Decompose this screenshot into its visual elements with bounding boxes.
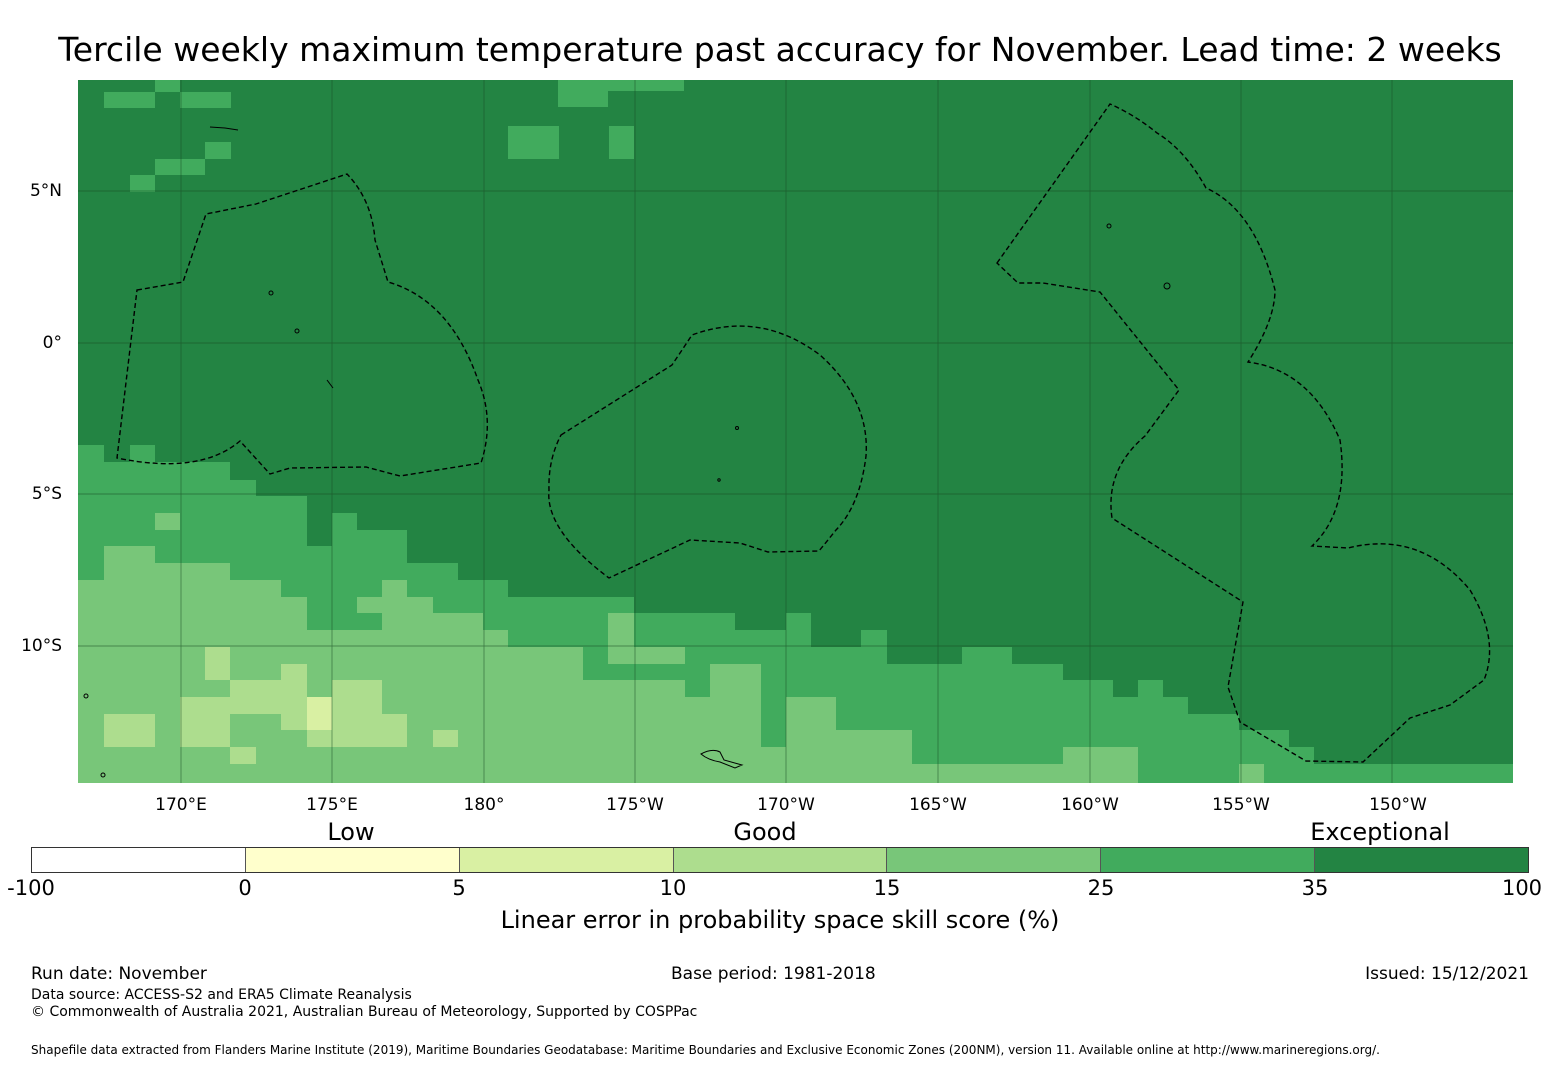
colorbar-segment <box>245 848 460 872</box>
colorbar-segment <box>887 848 1102 872</box>
colorbar-tick: 0 <box>238 876 252 900</box>
skill-score-map <box>78 80 1513 783</box>
lon-label: 170°E <box>155 795 207 815</box>
skill-patch <box>609 126 634 159</box>
skill-patch <box>180 92 231 108</box>
map-title: Tercile weekly maximum temperature past … <box>58 30 1502 69</box>
skill-patch <box>608 80 684 91</box>
eez-kiribati-line <box>996 103 1491 763</box>
lon-label: 160°W <box>1061 795 1119 815</box>
colorbar-segment <box>1101 848 1316 872</box>
lon-label: 155°W <box>1212 795 1270 815</box>
skill-patch <box>155 80 180 92</box>
skill-patch <box>558 80 608 107</box>
lon-label: 175°E <box>306 795 358 815</box>
colorbar-tick: 15 <box>873 876 901 900</box>
eez-kiribati-gilbert <box>116 173 488 477</box>
colorbar-tick: 10 <box>659 876 687 900</box>
skill-patch <box>155 513 180 530</box>
base-period: Base period: 1981-2018 <box>671 964 876 984</box>
skill-patch <box>130 175 155 192</box>
eez-boundaries <box>116 103 1491 763</box>
eez-tokelau <box>548 325 867 579</box>
colorbar-segment <box>32 848 246 872</box>
colorbar-category-exceptional: Exceptional <box>1310 818 1450 846</box>
lon-label: 180° <box>463 795 505 815</box>
graticule <box>78 80 1513 783</box>
skill-region-10-15 <box>104 647 458 764</box>
lat-label: 10°S <box>21 636 62 656</box>
skill-patch <box>104 92 155 108</box>
lon-label: 150°W <box>1369 795 1427 815</box>
skill-patch <box>205 142 231 159</box>
colorbar-tick: 35 <box>1301 876 1329 900</box>
lat-label: 5°N <box>29 181 62 201</box>
issued-date: Issued: 15/12/2021 <box>1365 964 1529 984</box>
colorbar-category-low: Low <box>327 818 375 846</box>
colorbar-tick: 100 <box>1501 876 1543 900</box>
copyright: © Commonwealth of Australia 2021, Austra… <box>31 1004 698 1020</box>
skill-patch <box>307 697 332 730</box>
lat-label: 0° <box>42 333 62 353</box>
colorbar-segment <box>673 848 888 872</box>
shapefile-credit: Shapefile data extracted from Flanders M… <box>31 1043 1380 1057</box>
skill-patch <box>155 159 205 175</box>
islands <box>83 126 1171 778</box>
lon-label: 165°W <box>909 795 967 815</box>
colorbar-tick: 5 <box>452 876 466 900</box>
skill-patch <box>508 126 559 159</box>
lat-label: 5°S <box>31 484 62 504</box>
colorbar-segment <box>459 848 674 872</box>
colorbar-title: Linear error in probability space skill … <box>500 906 1060 934</box>
colorbar-category-good: Good <box>733 818 797 846</box>
colorbar-tick: -100 <box>7 876 55 900</box>
skill-patch <box>104 546 155 563</box>
run-date: Run date: November <box>31 964 207 984</box>
lon-label: 175°W <box>606 795 664 815</box>
colorbar-tick: 25 <box>1087 876 1115 900</box>
colorbar-segment <box>1315 848 1529 872</box>
island-samoa <box>700 749 744 769</box>
colorbar <box>31 847 1529 873</box>
data-source: Data source: ACCESS-S2 and ERA5 Climate … <box>31 987 412 1003</box>
lon-label: 170°W <box>757 795 815 815</box>
